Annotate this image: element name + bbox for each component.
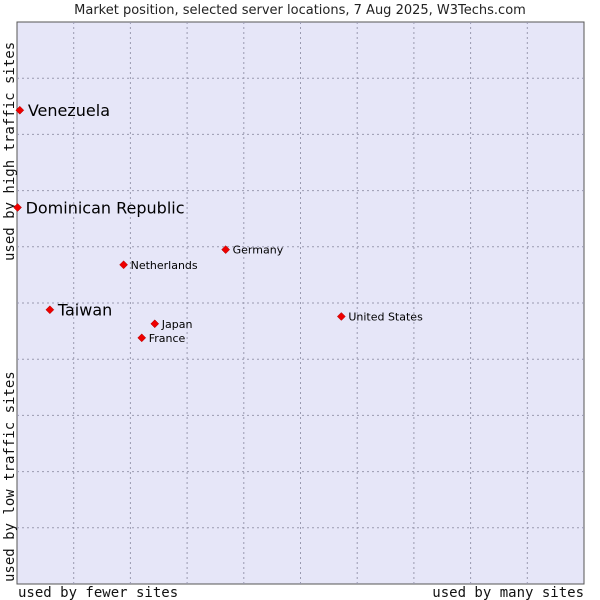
point-label: Japan (161, 318, 193, 331)
point-marker (137, 333, 147, 343)
data-point-france: France (137, 332, 186, 345)
point-marker (119, 260, 128, 270)
point-marker (150, 319, 160, 329)
data-point-germany: Germany (221, 244, 284, 257)
grid-lines (17, 22, 584, 584)
data-point-venezuela: Venezuela (15, 101, 110, 120)
x-axis-label-left: used by fewer sites (18, 585, 178, 600)
point-label: Germany (233, 244, 284, 257)
point-marker (336, 312, 346, 321)
point-marker (221, 245, 231, 254)
point-label: Venezuela (28, 101, 110, 120)
data-point-united-states: United States (336, 310, 423, 323)
data-point-japan: Japan (150, 318, 193, 331)
point-label: United States (348, 310, 423, 323)
data-points: Venezuela Dominican Republic Germany Nether… (13, 101, 423, 345)
y-axis-label-bottom: used by low traffic sites (2, 371, 18, 582)
point-label: Dominican Republic (26, 198, 185, 217)
data-point-dominican-republic: Dominican Republic (13, 198, 185, 217)
point-marker (45, 305, 55, 315)
point-label: Netherlands (131, 259, 198, 272)
y-axis-label-top: used by high traffic sites (2, 42, 18, 261)
x-axis-label-right: used by many sites (432, 585, 584, 600)
chart-title: Market position, selected server locatio… (74, 3, 526, 18)
point-label: France (149, 332, 186, 345)
point-marker (15, 105, 25, 115)
data-point-netherlands: Netherlands (119, 259, 198, 272)
point-label: Taiwan (57, 301, 112, 320)
point-marker (13, 203, 22, 212)
data-point-taiwan: Taiwan (45, 301, 112, 320)
